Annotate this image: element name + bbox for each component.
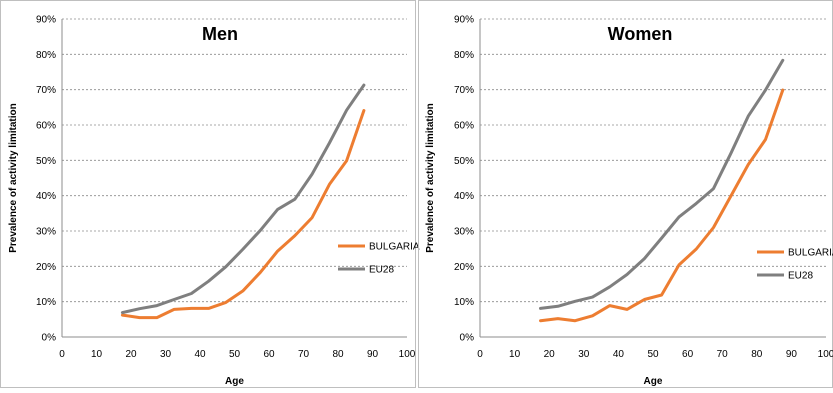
x-axis-label: Age (644, 376, 663, 387)
y-tick-label: 80% (36, 50, 56, 61)
y-tick-label: 10% (36, 297, 56, 308)
y-tick-label: 20% (36, 262, 56, 273)
y-tick-label: 80% (454, 50, 474, 61)
x-tick-label: 60 (682, 349, 694, 360)
legend-label: BULGARIA (369, 242, 420, 253)
y-axis-label: Prevalence of activity limitation (425, 103, 436, 253)
y-tick-label: 60% (454, 121, 474, 132)
legend-label: EU28 (788, 271, 813, 282)
x-tick-label: 70 (298, 349, 310, 360)
x-tick-label: 70 (717, 349, 729, 360)
chart-frame (419, 1, 833, 388)
y-tick-label: 70% (36, 85, 56, 96)
y-tick-label: 20% (454, 262, 474, 273)
x-tick-label: 90 (367, 349, 379, 360)
chart-panel-2: 0% 10% 20% 30% 40% 50% 60% 70% 80% 90% 0 10 20 30 40 50… (419, 1, 833, 388)
series-line-eu28 (541, 60, 783, 308)
y-tick-label: 40% (454, 191, 474, 202)
chart-frame (1, 1, 416, 388)
y-tick-label: 50% (36, 156, 56, 167)
chart-panel-1: 0% 10% 20% 30% 40% 50% 60% 70% 80% 90% 0 10 20 30 40 50… (1, 1, 420, 388)
x-tick-label: 90 (786, 349, 798, 360)
x-tick-label: 30 (160, 349, 172, 360)
y-tick-label: 30% (454, 227, 474, 238)
x-tick-label: 30 (578, 349, 590, 360)
y-tick-label: 50% (454, 156, 474, 167)
y-tick-label: 30% (36, 227, 56, 238)
x-tick-label: 50 (229, 349, 241, 360)
x-tick-label: 20 (544, 349, 556, 360)
chart-title: Men (202, 24, 238, 44)
x-tick-label: 40 (194, 349, 206, 360)
y-tick-label: 60% (36, 121, 56, 132)
y-tick-label: 70% (454, 85, 474, 96)
x-tick-label: 10 (91, 349, 103, 360)
series-line-eu28 (122, 85, 364, 313)
y-axis-label: Prevalence of activity limitation (8, 103, 19, 253)
x-tick-label: 80 (751, 349, 763, 360)
legend-label: BULGARIA (788, 248, 833, 259)
x-tick-label: 50 (647, 349, 659, 360)
x-tick-label: 20 (125, 349, 137, 360)
y-tick-label: 0% (42, 333, 57, 344)
x-tick-label: 100 (399, 349, 416, 360)
x-tick-label: 80 (332, 349, 344, 360)
y-tick-label: 40% (36, 191, 56, 202)
x-tick-label: 100 (818, 349, 833, 360)
x-tick-label: 10 (509, 349, 521, 360)
chart-title: Women (608, 24, 673, 44)
x-tick-label: 0 (477, 349, 483, 360)
x-tick-label: 60 (263, 349, 275, 360)
y-tick-label: 90% (36, 15, 56, 26)
x-tick-label: 0 (59, 349, 65, 360)
y-tick-label: 10% (454, 297, 474, 308)
x-tick-label: 40 (613, 349, 625, 360)
series-line-bulgaria (122, 111, 364, 318)
y-tick-label: 0% (460, 333, 475, 344)
x-axis-label: Age (225, 376, 244, 387)
legend-label: EU28 (369, 265, 394, 276)
y-tick-label: 90% (454, 15, 474, 26)
